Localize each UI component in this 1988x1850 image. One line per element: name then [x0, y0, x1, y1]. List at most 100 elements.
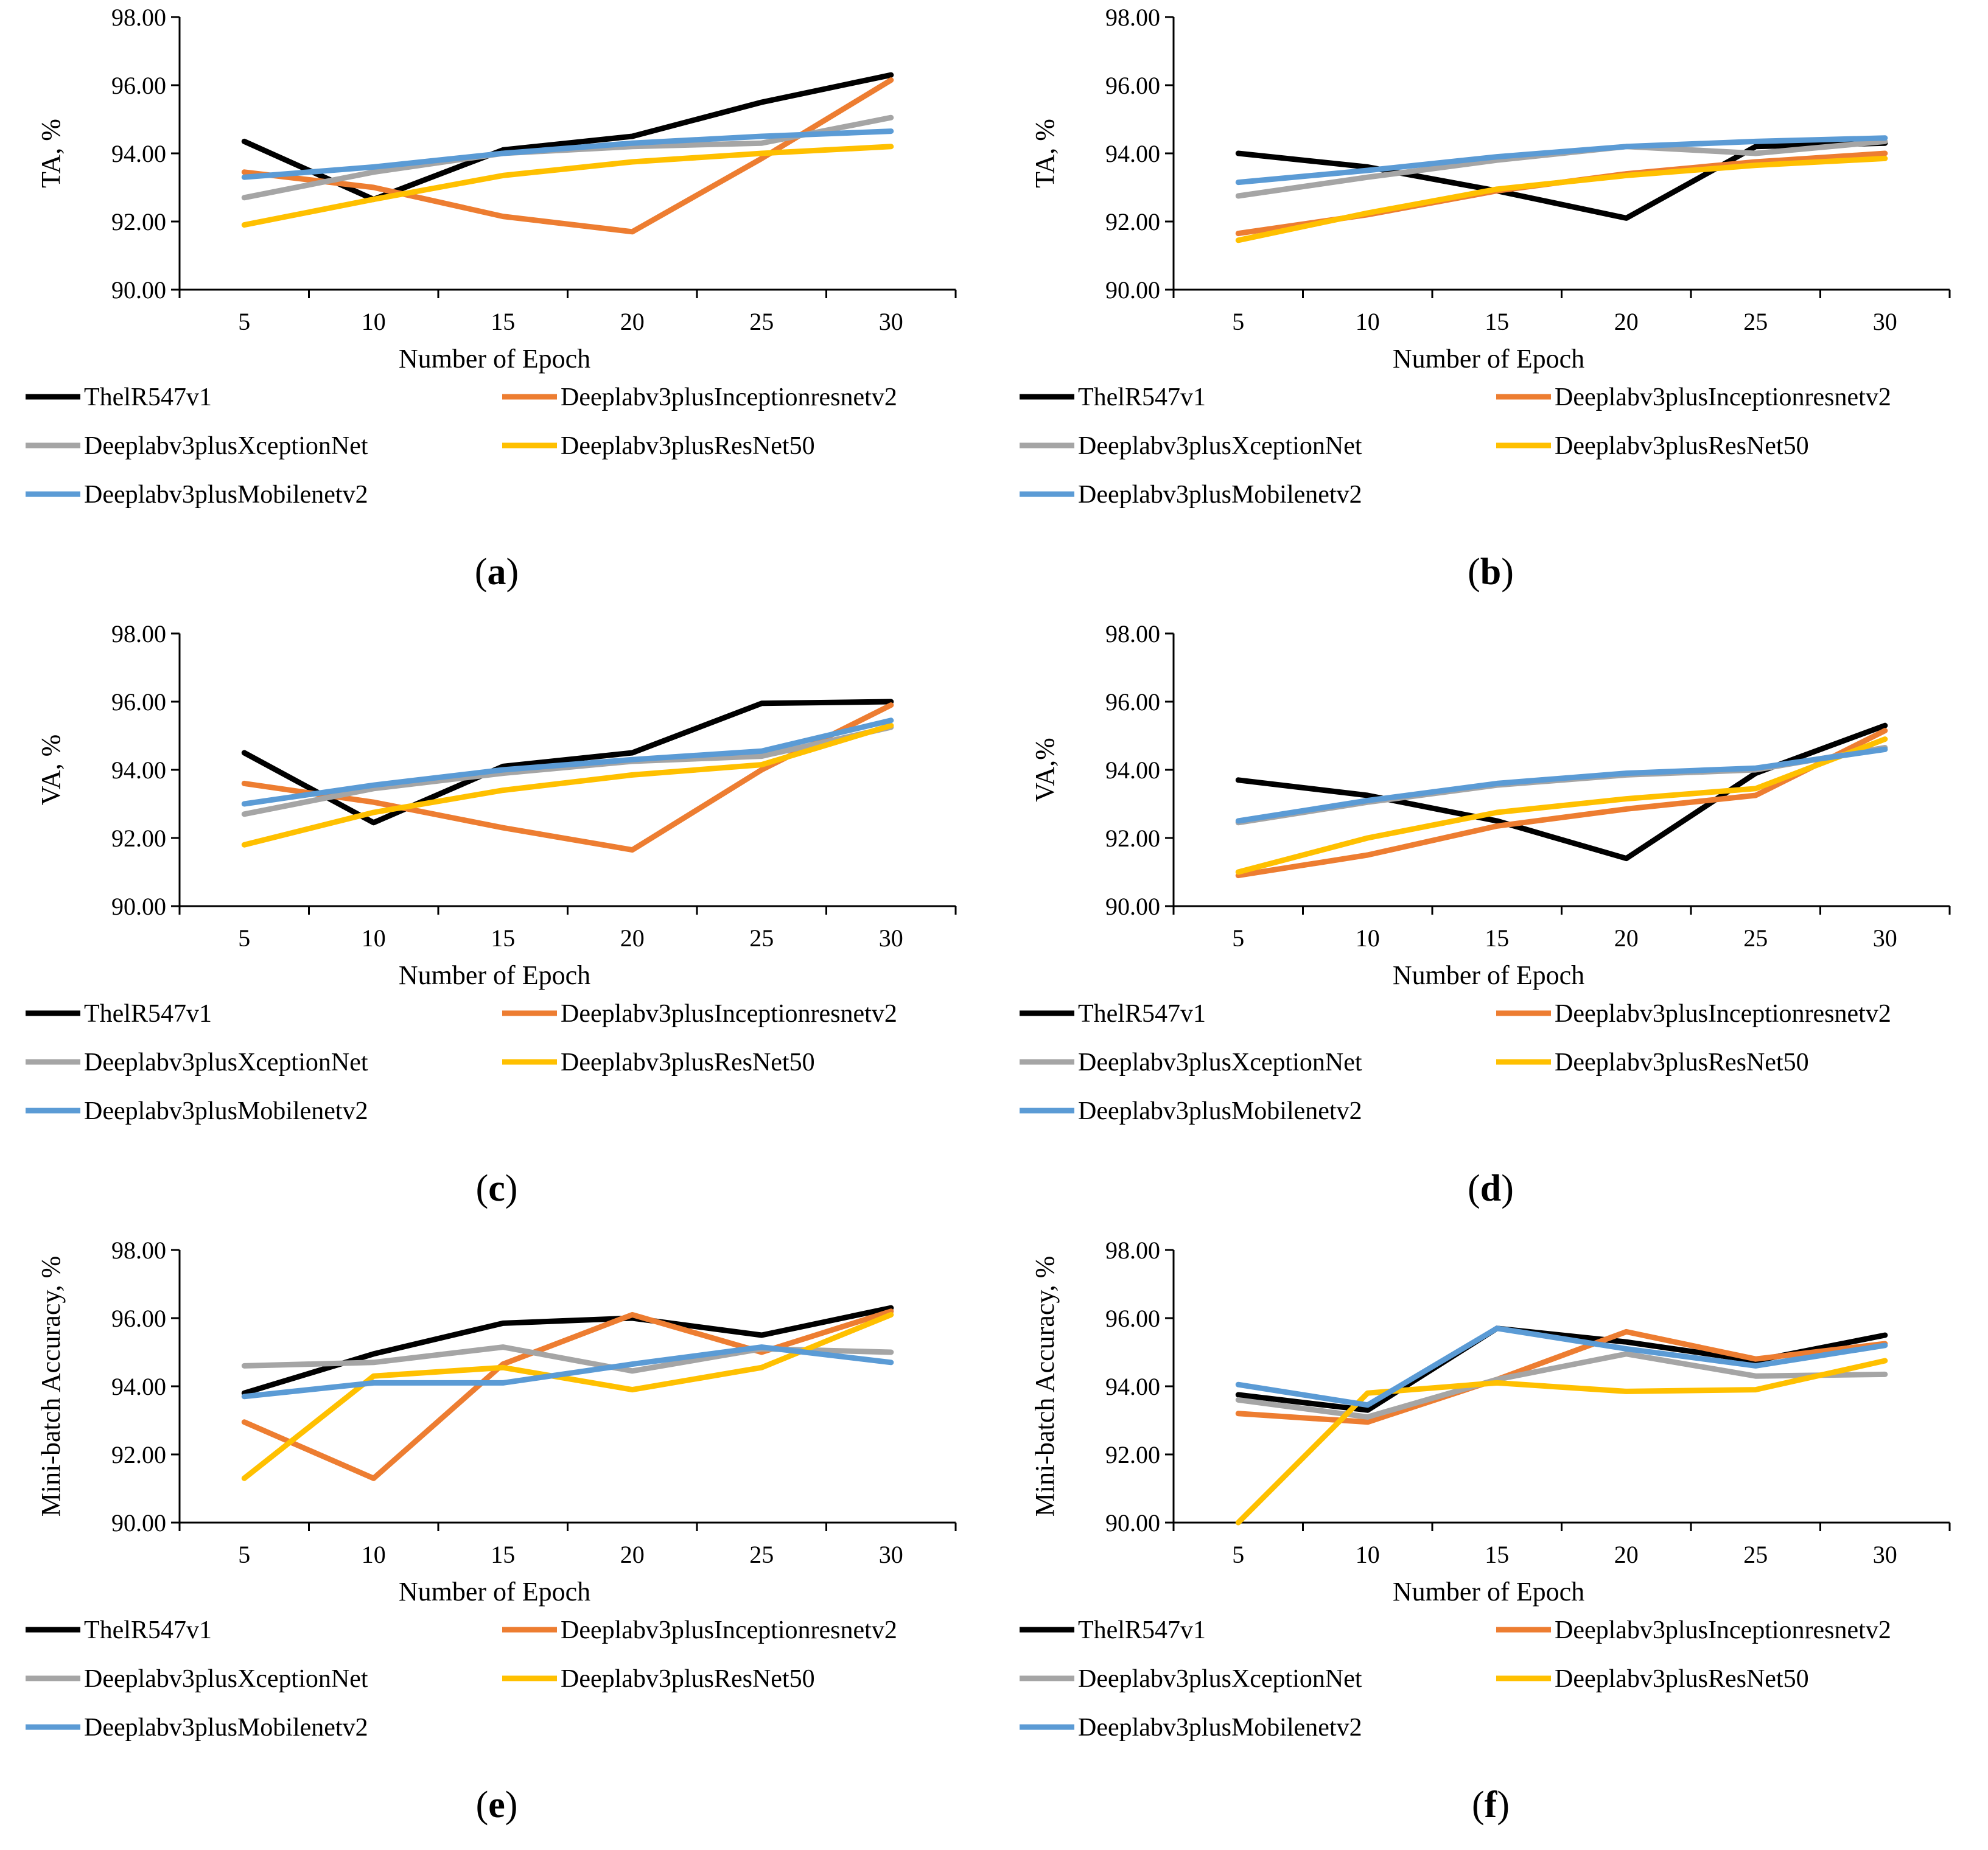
x-tick-label: 15	[491, 924, 515, 952]
x-tick-label: 15	[1485, 1541, 1509, 1568]
y-axis-title: Mini-batch Accuracy, %	[1030, 1256, 1060, 1517]
chart-panel-a: 90.00 92.00 94.00 96.00 98.00 5 10 15 20 25 30 Numb…	[0, 0, 994, 616]
x-tick-label: 5	[1232, 308, 1244, 335]
x-tick-label: 25	[749, 924, 774, 952]
y-tick-label: 98.00	[111, 1237, 166, 1264]
y-tick-label: 96.00	[1105, 72, 1160, 99]
y-tick-label: 90.00	[111, 276, 166, 304]
y-axis-title: VA,%	[1030, 738, 1060, 802]
y-axis-title: Mini-batch Accuracy, %	[36, 1256, 66, 1517]
series-line-Deeplabv3plusResNet50	[241, 1311, 894, 1481]
x-tick-label: 5	[238, 308, 250, 335]
x-axis-title: Number of Epoch	[399, 1577, 590, 1607]
legend-label: Deeplabv3plusInceptionresnetv2	[1555, 1616, 1891, 1644]
y-tick-label: 92.00	[1105, 825, 1160, 852]
y-tick-label: 94.00	[111, 140, 166, 167]
legend-label: Deeplabv3plusMobilenetv2	[84, 481, 368, 509]
y-tick-label: 90.00	[1105, 1509, 1160, 1537]
chart-panel-e: 90.00 92.00 94.00 96.00 98.00 5 10 15 20 25 30 Numb…	[0, 1233, 994, 1849]
series-line-Deeplabv3plusXceptionNet	[241, 724, 894, 817]
chart-svg-c: 90.00 92.00 94.00 96.00 98.00 5 10 15 20 25 30 Numb…	[26, 620, 957, 1209]
y-tick-label: 92.00	[111, 1441, 166, 1468]
panel-caption: (a)	[475, 551, 519, 593]
legend-label: Deeplabv3plusXceptionNet	[1078, 432, 1362, 460]
panel-caption: (f)	[1472, 1784, 1510, 1826]
y-tick-label: 98.00	[1105, 4, 1160, 31]
x-tick-label: 30	[1873, 924, 1897, 952]
legend-label: Deeplabv3plusResNet50	[1555, 1049, 1809, 1077]
y-tick-label: 96.00	[111, 1305, 166, 1332]
x-tick-label: 10	[1356, 308, 1380, 335]
x-tick-label: 10	[362, 924, 386, 952]
x-tick-label: 30	[879, 1541, 903, 1568]
legend-label: Deeplabv3plusXceptionNet	[84, 1049, 368, 1077]
x-tick-label: 30	[1873, 308, 1897, 335]
series-line-Deeplabv3plusResNet50	[1235, 736, 1888, 875]
y-tick-label: 98.00	[1105, 620, 1160, 648]
legend-label: Deeplabv3plusMobilenetv2	[84, 1097, 368, 1125]
legend-label: Deeplabv3plusResNet50	[561, 1049, 815, 1077]
y-tick-label: 96.00	[111, 72, 166, 99]
x-tick-label: 25	[1743, 1541, 1768, 1568]
legend-label: Deeplabv3plusXceptionNet	[84, 1665, 368, 1693]
y-tick-label: 98.00	[111, 620, 166, 648]
y-tick-label: 92.00	[111, 208, 166, 236]
y-tick-label: 94.00	[111, 756, 166, 784]
x-tick-label: 5	[238, 924, 250, 952]
chart-panel-c: 90.00 92.00 94.00 96.00 98.00 5 10 15 20 25 30 Numb…	[0, 616, 994, 1233]
legend-label: Deeplabv3plusResNet50	[561, 432, 815, 460]
y-tick-label: 92.00	[111, 825, 166, 852]
chart-svg-f: 90.00 92.00 94.00 96.00 98.00 5 10 15 20 25 30 Numb…	[1020, 1237, 1951, 1826]
legend-label: Deeplabv3plusResNet50	[1555, 432, 1809, 460]
x-tick-label: 30	[879, 308, 903, 335]
x-axis-title: Number of Epoch	[399, 960, 590, 990]
legend-label: Deeplabv3plusMobilenetv2	[1078, 1714, 1362, 1742]
series-line-Deeplabv3plusInceptionresnetv2	[241, 1308, 894, 1481]
series-line-Deeplabv3plusMobilenetv2	[241, 1344, 894, 1400]
x-axis-title: Number of Epoch	[1393, 1577, 1584, 1607]
chart-svg-b: 90.00 92.00 94.00 96.00 98.00 5 10 15 20 25 30 Numb…	[1020, 4, 1951, 593]
legend-label: Deeplabv3plusInceptionresnetv2	[1555, 383, 1891, 411]
series-line-Deeplabv3plusMobilenetv2	[241, 128, 894, 180]
y-tick-label: 96.00	[111, 688, 166, 716]
series-line-Deeplabv3plusInceptionresnetv2	[241, 77, 894, 235]
y-tick-label: 98.00	[1105, 1237, 1160, 1264]
series-line-Deeplabv3plusResNet50	[241, 722, 894, 848]
y-tick-label: 90.00	[111, 1509, 166, 1537]
chart-panel-f: 90.00 92.00 94.00 96.00 98.00 5 10 15 20 25 30 Numb…	[994, 1233, 1988, 1849]
y-tick-label: 90.00	[1105, 893, 1160, 920]
legend-label: ThelR547v1	[1078, 1000, 1206, 1028]
y-tick-label: 92.00	[1105, 1441, 1160, 1468]
legend-label: ThelR547v1	[1078, 1616, 1206, 1644]
panel-caption: (d)	[1468, 1168, 1514, 1209]
y-tick-label: 90.00	[111, 893, 166, 920]
x-tick-label: 5	[1232, 1541, 1244, 1568]
series-line-ThelR547v1	[1235, 140, 1888, 221]
legend-label: Deeplabv3plusResNet50	[1555, 1665, 1809, 1693]
series-line-ThelR547v1	[241, 699, 894, 826]
y-tick-label: 90.00	[1105, 276, 1160, 304]
x-tick-label: 10	[362, 308, 386, 335]
legend-label: ThelR547v1	[84, 1616, 212, 1644]
panel-caption: (e)	[476, 1784, 518, 1826]
y-tick-label: 94.00	[1105, 756, 1160, 784]
y-axis-title: VA, %	[36, 735, 66, 806]
x-tick-label: 20	[1614, 1541, 1639, 1568]
x-tick-label: 20	[620, 1541, 645, 1568]
series-line-Deeplabv3plusInceptionresnetv2	[241, 702, 894, 853]
x-tick-label: 30	[879, 924, 903, 952]
legend-label: Deeplabv3plusMobilenetv2	[1078, 1097, 1362, 1125]
series-line-Deeplabv3plusResNet50	[1235, 155, 1888, 243]
legend-label: ThelR547v1	[1078, 383, 1206, 411]
series-line-Deeplabv3plusMobilenetv2	[1235, 746, 1888, 824]
legend-label: Deeplabv3plusXceptionNet	[84, 432, 368, 460]
legend-label: Deeplabv3plusMobilenetv2	[84, 1714, 368, 1742]
legend-label: Deeplabv3plusMobilenetv2	[1078, 481, 1362, 509]
y-tick-label: 94.00	[1105, 1373, 1160, 1400]
legend-label: Deeplabv3plusXceptionNet	[1078, 1665, 1362, 1693]
x-axis-title: Number of Epoch	[399, 344, 590, 374]
y-axis-title: TA, %	[36, 119, 66, 188]
x-tick-label: 15	[1485, 924, 1509, 952]
panel-caption: (b)	[1468, 551, 1514, 593]
x-tick-label: 10	[1356, 924, 1380, 952]
